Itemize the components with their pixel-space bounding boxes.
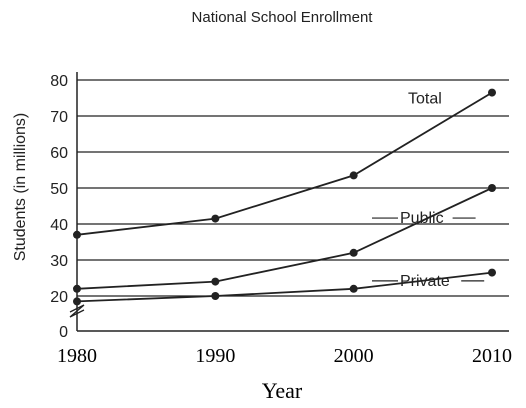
y-tick-label: 20 <box>50 289 68 306</box>
data-point-private <box>488 268 496 277</box>
data-point-total <box>488 88 496 97</box>
series-line-private <box>76 271 493 303</box>
chart-title: National School Enrollment <box>192 9 374 26</box>
x-axis-label: Year <box>262 378 303 403</box>
data-point-total <box>73 230 81 239</box>
x-tick-labels: 1980 1990 2000 2010 <box>57 345 512 367</box>
y-tick-label: 60 <box>50 145 68 162</box>
x-tick-label: 1990 <box>195 345 235 367</box>
x-tick-label: 1980 <box>57 345 97 367</box>
data-point-public <box>488 184 496 192</box>
axis-break-icon <box>69 304 85 318</box>
series-line-public <box>76 187 493 290</box>
series-label-public: Public <box>400 210 444 227</box>
y-tick-label: 70 <box>50 109 68 126</box>
y-tick-label: 0 <box>59 324 68 341</box>
data-point-private <box>211 292 220 300</box>
data-point-private <box>349 284 358 293</box>
y-axis-label: Students (in millions) <box>12 113 29 262</box>
x-tick-label: 2010 <box>472 345 512 367</box>
data-point-total <box>211 214 220 223</box>
y-tick-label: 30 <box>50 253 68 270</box>
y-tick-label: 50 <box>50 181 68 198</box>
y-tick-labels: 0 20 30 40 50 60 70 80 <box>50 73 68 341</box>
data-point-total <box>349 171 358 180</box>
data-point-public <box>73 284 81 293</box>
data-point-public <box>349 248 358 257</box>
grid <box>77 79 509 297</box>
y-tick-label: 40 <box>50 217 68 234</box>
y-tick-label: 80 <box>50 73 68 90</box>
series-line-total <box>76 91 493 236</box>
series-group: Total Public Private <box>73 88 496 306</box>
series-label-total: Total <box>408 91 442 108</box>
x-tick-label: 2000 <box>334 345 374 367</box>
series-label-private: Private <box>400 273 450 290</box>
data-point-private <box>73 297 81 306</box>
data-point-public <box>211 277 220 286</box>
